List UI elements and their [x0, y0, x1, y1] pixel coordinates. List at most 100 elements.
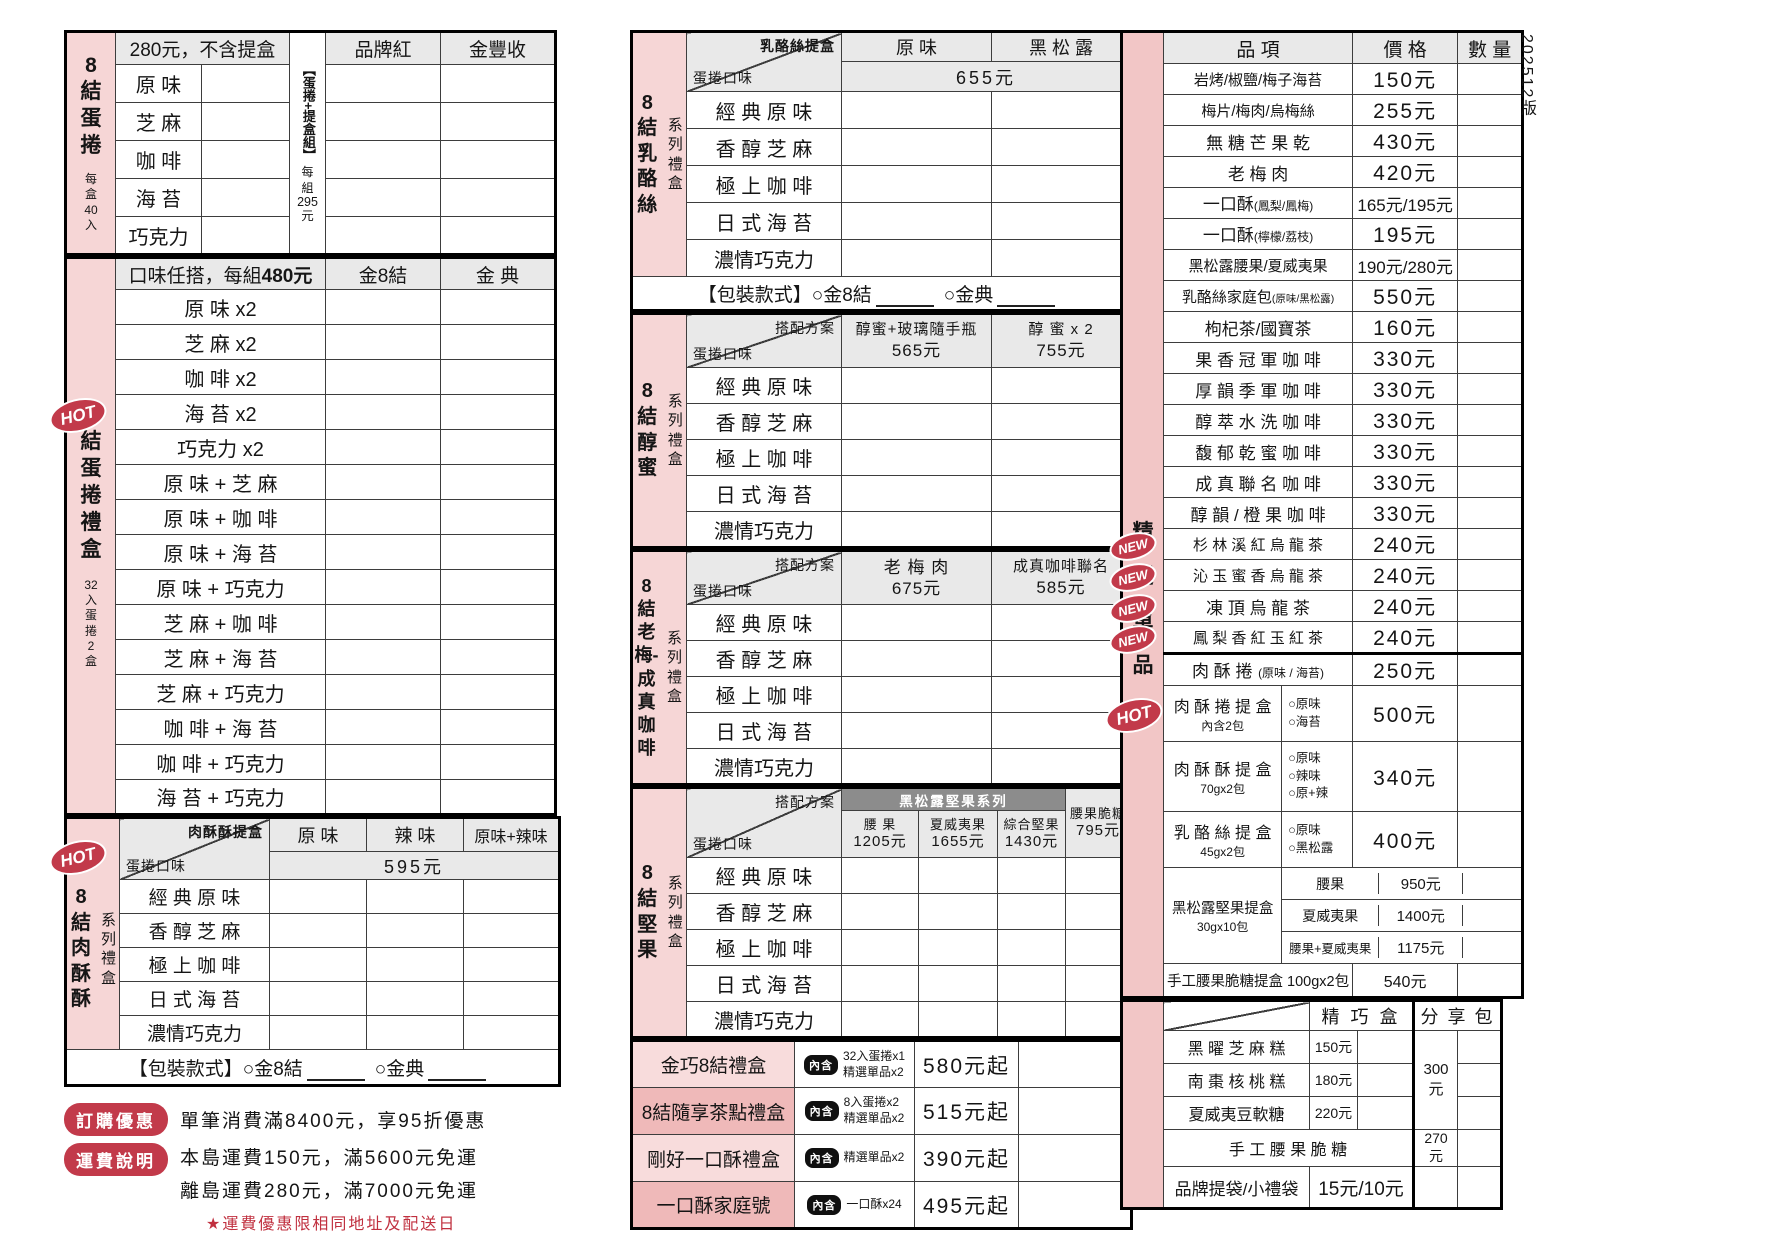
qty-cell[interactable] — [918, 929, 998, 966]
qty-cell[interactable] — [440, 140, 556, 179]
qty-cell[interactable] — [325, 394, 441, 430]
qty-cell[interactable] — [991, 128, 1132, 166]
qty-cell[interactable] — [991, 91, 1132, 129]
qty-cell[interactable] — [325, 604, 441, 640]
option-spicy[interactable]: ○辣味 — [1288, 768, 1321, 783]
packaging-opt-gold8[interactable]: ○金8結 — [242, 1058, 303, 1080]
qty-cell[interactable] — [366, 1015, 464, 1050]
qty-cell[interactable] — [991, 202, 1132, 240]
qty-cell[interactable] — [1457, 811, 1524, 868]
qty-cell[interactable] — [841, 857, 919, 894]
qty-cell[interactable] — [440, 499, 556, 535]
qty-cell[interactable] — [1357, 1096, 1414, 1130]
option-seaweed[interactable]: ○海苔 — [1288, 714, 1321, 729]
packaging-opt-classic[interactable]: ○金典 — [943, 284, 994, 306]
qty-cell[interactable] — [325, 569, 441, 605]
qty-cell[interactable] — [366, 913, 464, 948]
qty-cell[interactable] — [1457, 125, 1524, 157]
qty-cell[interactable] — [841, 748, 992, 785]
qty-cell[interactable] — [991, 165, 1132, 203]
qty-cell[interactable] — [325, 429, 441, 465]
qty-cell[interactable] — [841, 965, 919, 1002]
qty-cell[interactable] — [440, 324, 556, 360]
qty-cell[interactable] — [440, 569, 556, 605]
qty-cell[interactable] — [325, 289, 441, 325]
qty-cell[interactable] — [1457, 963, 1524, 998]
qty-cell[interactable] — [325, 499, 441, 535]
qty-cell[interactable] — [841, 128, 992, 166]
qty-cell[interactable] — [918, 893, 998, 930]
qty-cell[interactable] — [325, 102, 441, 141]
qty-cell[interactable] — [440, 178, 556, 217]
qty-cell[interactable] — [463, 913, 560, 948]
qty-cell[interactable] — [440, 604, 556, 640]
qty-cell[interactable] — [841, 640, 992, 677]
qty-cell[interactable] — [1357, 1030, 1414, 1064]
qty-cell[interactable] — [1457, 685, 1524, 742]
qty-cell[interactable] — [1457, 249, 1524, 281]
qty-cell[interactable] — [440, 744, 556, 780]
qty-cell[interactable] — [841, 929, 919, 966]
qty-cell[interactable] — [440, 216, 556, 255]
qty-cell[interactable] — [991, 748, 1132, 785]
qty-cell[interactable] — [841, 475, 992, 512]
qty-cell[interactable] — [841, 239, 992, 277]
qty-cell[interactable] — [841, 202, 992, 240]
qty-cell[interactable] — [463, 981, 560, 1016]
qty-cell[interactable] — [201, 102, 290, 141]
qty-cell[interactable] — [997, 857, 1066, 894]
qty-cell[interactable] — [991, 676, 1132, 713]
option-original[interactable]: ○原味 — [1288, 697, 1321, 711]
qty-cell[interactable] — [918, 857, 998, 894]
qty-cell[interactable] — [841, 91, 992, 129]
qty-cell[interactable] — [1457, 156, 1524, 188]
qty-cell[interactable] — [440, 639, 556, 675]
qty-cell[interactable] — [440, 464, 556, 500]
qty-cell[interactable] — [1457, 94, 1524, 126]
qty-cell[interactable] — [1462, 873, 1521, 894]
qty-cell[interactable] — [269, 947, 367, 982]
qty-cell[interactable] — [991, 511, 1132, 548]
qty-cell[interactable] — [1457, 652, 1524, 686]
qty-cell[interactable] — [997, 893, 1066, 930]
qty-cell[interactable] — [325, 744, 441, 780]
qty-cell[interactable] — [1412, 1166, 1458, 1209]
qty-cell[interactable] — [1457, 528, 1524, 560]
qty-cell[interactable] — [1018, 1040, 1132, 1088]
qty-cell[interactable] — [841, 712, 992, 749]
qty-cell[interactable] — [841, 893, 919, 930]
qty-cell[interactable] — [1457, 1166, 1502, 1209]
qty-cell[interactable] — [440, 429, 556, 465]
qty-cell[interactable] — [841, 439, 992, 476]
qty-cell[interactable] — [1462, 937, 1521, 958]
qty-cell[interactable] — [1457, 741, 1524, 812]
qty-cell[interactable] — [1457, 342, 1524, 374]
qty-cell[interactable] — [1457, 621, 1524, 654]
packaging-opt-gold8[interactable]: ○金8結 — [811, 284, 872, 306]
qty-cell[interactable] — [918, 965, 998, 1002]
qty-cell[interactable] — [1457, 559, 1524, 591]
qty-cell[interactable] — [1457, 497, 1524, 529]
option-original[interactable]: ○原味 — [1288, 751, 1321, 766]
option-original[interactable]: ○原味 — [1288, 823, 1321, 837]
qty-cell[interactable] — [918, 1001, 998, 1038]
qty-cell[interactable] — [1457, 1030, 1502, 1064]
qty-cell[interactable] — [841, 367, 992, 404]
qty-cell[interactable] — [440, 394, 556, 430]
qty-cell[interactable] — [1018, 1181, 1132, 1229]
qty-cell[interactable] — [1457, 435, 1524, 467]
qty-cell[interactable] — [440, 709, 556, 745]
qty-cell[interactable] — [463, 1015, 560, 1050]
qty-cell[interactable] — [440, 289, 556, 325]
qty-cell[interactable] — [325, 674, 441, 710]
option-mixed[interactable]: ○原+辣 — [1288, 786, 1329, 801]
qty-cell[interactable] — [440, 779, 556, 815]
qty-cell[interactable] — [201, 140, 290, 179]
qty-cell[interactable] — [1457, 1096, 1502, 1130]
qty-cell[interactable] — [1457, 466, 1524, 498]
qty-cell[interactable] — [841, 165, 992, 203]
fill-blank[interactable] — [428, 1061, 487, 1081]
qty-cell[interactable] — [1457, 373, 1524, 405]
qty-cell[interactable] — [991, 239, 1132, 277]
qty-cell[interactable] — [463, 947, 560, 982]
